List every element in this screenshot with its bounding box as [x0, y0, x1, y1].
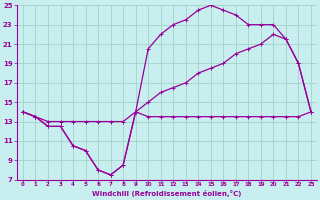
- X-axis label: Windchill (Refroidissement éolien,°C): Windchill (Refroidissement éolien,°C): [92, 190, 242, 197]
